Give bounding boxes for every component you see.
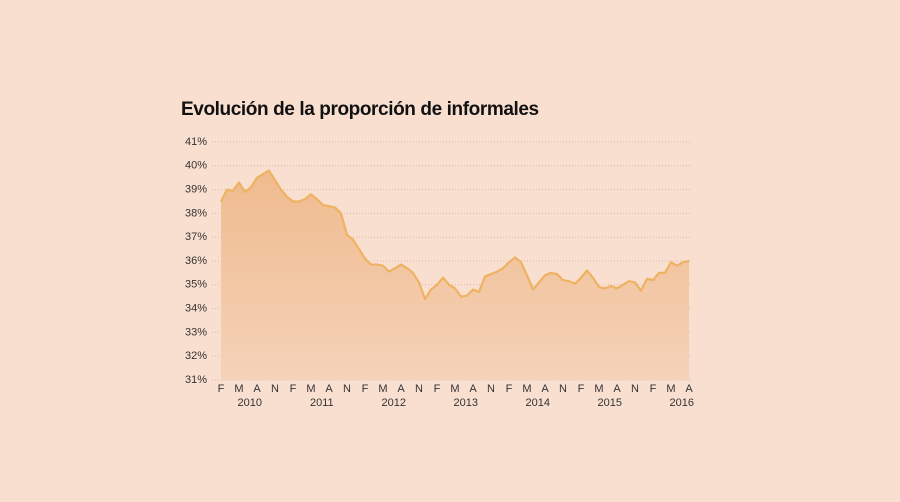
y-tick-label: 32% <box>185 350 207 362</box>
area <box>221 170 689 380</box>
y-tick-label: 36% <box>185 255 207 267</box>
x-tick-label: M <box>378 383 387 395</box>
y-tick-label: 40% <box>185 160 207 172</box>
y-tick-label: 38% <box>185 207 207 219</box>
x-tick-label: A <box>541 383 549 395</box>
y-tick-label: 35% <box>185 279 207 291</box>
x-tick-label: N <box>415 383 423 395</box>
year-label: 2011 <box>310 397 334 409</box>
x-tick-label: A <box>469 383 477 395</box>
y-tick-label: 37% <box>185 231 207 243</box>
x-tick-label: M <box>306 383 315 395</box>
x-tick-label: F <box>290 383 297 395</box>
x-tick-label: M <box>666 383 675 395</box>
year-label: 2016 <box>670 397 694 409</box>
x-tick-label: A <box>253 383 261 395</box>
x-tick-label: F <box>578 383 585 395</box>
chart-title: Evolución de la proporción de informales <box>181 99 539 120</box>
x-tick-label: N <box>487 383 495 395</box>
x-tick-label: F <box>650 383 657 395</box>
x-tick-label: A <box>397 383 405 395</box>
x-tick-label: A <box>685 383 693 395</box>
line <box>220 169 690 301</box>
y-tick-label: 34% <box>185 303 207 315</box>
y-tick-label: 39% <box>185 184 207 196</box>
x-tick-label: N <box>343 383 351 395</box>
x-tick-label: A <box>325 383 333 395</box>
x-tick-label: M <box>234 383 243 395</box>
year-label: 2015 <box>598 397 622 409</box>
year-label: 2012 <box>382 397 406 409</box>
year-label: 2013 <box>454 397 478 409</box>
x-tick-label: M <box>450 383 459 395</box>
y-tick-label: 31% <box>185 374 207 386</box>
x-tick-label: F <box>362 383 369 395</box>
x-tick-label: F <box>218 383 225 395</box>
x-tick-label: A <box>613 383 621 395</box>
x-tick-label: F <box>506 383 513 395</box>
year-label: 2014 <box>526 397 550 409</box>
x-tick-label: M <box>522 383 531 395</box>
y-tick-label: 41% <box>185 136 207 148</box>
x-tick-label: N <box>631 383 639 395</box>
x-tick-label: N <box>559 383 567 395</box>
x-tick-label: M <box>594 383 603 395</box>
y-tick-label: 33% <box>185 326 207 338</box>
x-tick-label: F <box>434 383 441 395</box>
x-tick-label: N <box>271 383 279 395</box>
year-label: 2010 <box>238 397 262 409</box>
